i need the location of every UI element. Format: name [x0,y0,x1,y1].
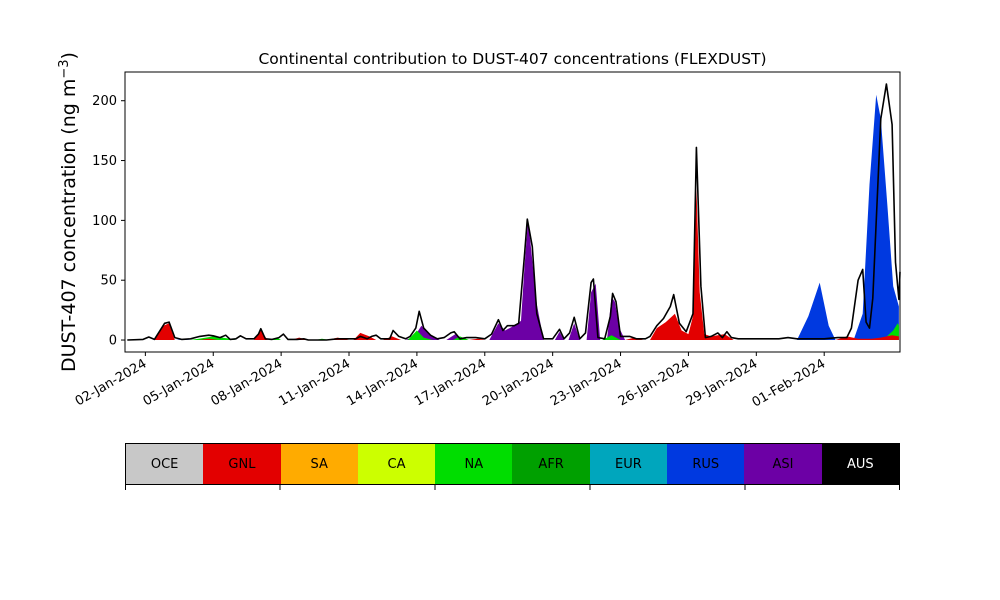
x-tick-label: 23-Jan-2024 [548,356,625,409]
x-tick-label: 14-Jan-2024 [344,356,421,409]
legend-item-asi: ASI [744,444,822,484]
legend-item-sa: SA [280,444,358,484]
x-tick-label: 17-Jan-2024 [412,356,489,409]
legend-item-aus: AUS [821,444,899,484]
x-tick-label: 11-Jan-2024 [276,356,353,409]
x-tick-label: 20-Jan-2024 [480,356,557,409]
legend-item-ca: CA [357,444,436,484]
continent-legend: OCE GNL SA CA NA AFR EUR RUS ASI AUS [125,443,900,485]
chart-title: Continental contribution to DUST-407 con… [258,50,766,68]
y-tick-label: 200 [92,94,117,109]
legend-ticks [125,485,900,490]
legend-item-eur: EUR [589,444,668,484]
y-axis-label: DUST-407 concentration (ng m−3) [57,52,80,372]
legend-item-afr: AFR [512,444,590,484]
x-tick-label: 26-Jan-2024 [616,356,693,409]
x-tick-label: 08-Jan-2024 [209,356,286,409]
legend-item-rus: RUS [667,444,745,484]
x-tick-label: 29-Jan-2024 [684,356,761,409]
plot-frame [124,71,901,353]
legend-item-gnl: GNL [203,444,281,484]
legend-item-na: NA [435,444,513,484]
series-area-rus [174,94,899,341]
legend-item-oce: OCE [126,444,204,484]
y-tick-label: 50 [100,274,117,289]
y-tick-label: 100 [92,214,117,229]
series-area-gnl [127,186,899,341]
x-tick-label: 05-Jan-2024 [141,356,218,409]
x-tick-label: 01-Feb-2024 [750,356,829,410]
x-tick-label: 02-Jan-2024 [73,356,150,409]
y-tick-label: 150 [92,154,117,169]
y-tick-label: 0 [109,334,117,349]
total-line [127,83,901,341]
